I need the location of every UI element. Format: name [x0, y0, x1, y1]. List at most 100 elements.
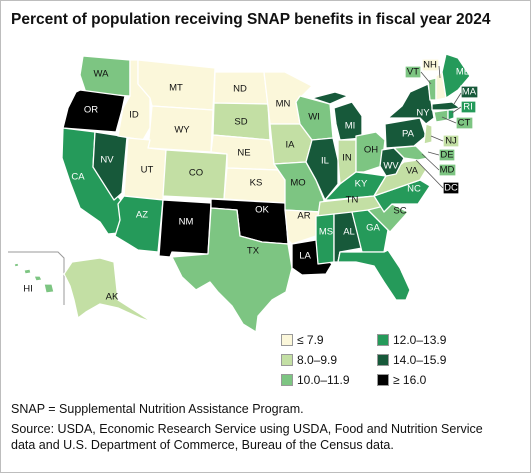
state-label-ND: ND — [233, 84, 247, 95]
state-AK — [63, 257, 153, 323]
map-legend: ≤ 7.9 8.0–9.9 10.0–11.9 12.0–13.9 14.0–1… — [281, 333, 481, 393]
state-label-OR: OR — [84, 105, 98, 116]
state-label-LA: LA — [299, 251, 311, 262]
state-label-GA: GA — [366, 223, 380, 234]
footnote-source-1: Source: USDA, Economic Research Service … — [11, 422, 483, 436]
state-label-HI: HI — [23, 284, 33, 295]
state-label-ME: ME — [456, 67, 470, 78]
state-label-MT: MT — [169, 83, 183, 94]
state-label-DC: DC — [444, 183, 458, 194]
legend-label: 10.0–11.9 — [297, 373, 350, 387]
state-label-OK: OK — [255, 205, 269, 216]
state-label-IL: IL — [321, 156, 329, 167]
map-title: Percent of population receiving SNAP ben… — [11, 11, 491, 28]
state-RI — [447, 109, 455, 121]
state-label-MS: MS — [319, 227, 333, 238]
legend-item: 8.0–9.9 — [281, 353, 337, 367]
footnote-abbrev: SNAP = Supplemental Nutrition Assistance… — [11, 402, 304, 416]
state-AR — [284, 209, 321, 245]
state-FL — [337, 249, 411, 301]
legend-item: 12.0–13.9 — [377, 333, 446, 347]
state-label-TX: TX — [247, 246, 260, 257]
state-label-TN: TN — [346, 195, 359, 206]
legend-label: 12.0–13.9 — [393, 333, 447, 347]
callout-leaders — [415, 65, 462, 189]
state-label-KY: KY — [355, 179, 368, 190]
legend-item: ≤ 7.9 — [281, 333, 324, 347]
legend-label: 8.0–9.9 — [297, 353, 338, 367]
state-label-MD: MD — [440, 165, 455, 176]
state-WY — [147, 105, 214, 153]
state-label-PA: PA — [402, 129, 415, 140]
state-label-NC: NC — [407, 184, 421, 195]
state-MA — [431, 101, 461, 111]
state-label-CO: CO — [189, 168, 203, 179]
state-KY — [324, 171, 387, 201]
legend-swatch — [377, 354, 389, 366]
state-label-WY: WY — [174, 125, 190, 136]
state-label-WV: WV — [383, 161, 399, 172]
state-ME — [441, 53, 471, 99]
state-label-MA: MA — [462, 87, 477, 98]
legend-swatch — [377, 334, 389, 346]
state-label-NM: NM — [179, 217, 194, 228]
callout-box-NH — [421, 58, 440, 72]
state-label-NV: NV — [100, 155, 114, 166]
legend-item: ≥ 16.0 — [377, 373, 426, 387]
state-label-MO: MO — [290, 178, 305, 189]
state-PA — [384, 117, 427, 149]
state-GA — [351, 209, 389, 253]
state-label-IA: IA — [286, 140, 296, 151]
legend-item: 10.0–11.9 — [281, 373, 350, 387]
legend-swatch — [377, 374, 389, 386]
legend-item: 14.0–15.9 — [377, 353, 446, 367]
state-label-VA: VA — [406, 166, 419, 177]
state-MS — [315, 213, 335, 265]
state-label-VT: VT — [407, 67, 419, 78]
state-label-WA: WA — [94, 69, 110, 80]
state-label-OH: OH — [364, 145, 378, 156]
footnote-source-2: data and U.S. Department of Commerce, Bu… — [11, 438, 394, 452]
state-label-AZ: AZ — [136, 210, 148, 221]
state-NY — [387, 83, 435, 125]
state-label-AK: AK — [106, 292, 119, 303]
state-label-CA: CA — [71, 172, 85, 183]
state-label-RI: RI — [463, 102, 473, 113]
state-label-SC: SC — [393, 206, 406, 217]
state-label-NJ: NJ — [445, 136, 457, 147]
state-label-KS: KS — [250, 178, 263, 189]
legend-label: ≥ 16.0 — [393, 373, 427, 387]
state-MD — [393, 145, 429, 161]
state-label-AL: AL — [343, 227, 355, 238]
legend-swatch — [281, 374, 293, 386]
callout-box-MA — [460, 85, 479, 99]
state-label-NY: NY — [416, 108, 430, 119]
state-HI — [13, 262, 55, 294]
state-label-FL: FL — [400, 265, 411, 276]
state-label-MN: MN — [276, 99, 291, 110]
inset-divider — [8, 251, 65, 305]
state-label-SD: SD — [234, 117, 247, 128]
state-IL — [305, 137, 339, 201]
legend-swatch — [281, 334, 293, 346]
state-label-ID: ID — [129, 110, 139, 121]
legend-swatch — [281, 354, 293, 366]
state-label-IN: IN — [342, 153, 352, 164]
legend-label: 14.0–15.9 — [393, 353, 447, 367]
state-label-UT: UT — [141, 165, 154, 176]
state-label-MI: MI — [345, 121, 356, 132]
state-label-CT: CT — [458, 118, 471, 129]
state-AZ — [114, 195, 164, 253]
state-CT — [433, 109, 449, 123]
state-TX — [171, 207, 293, 333]
state-OR — [62, 89, 126, 133]
legend-label: ≤ 7.9 — [297, 333, 324, 347]
state-label-DE: DE — [440, 150, 453, 161]
state-NM — [158, 199, 212, 258]
state-label-NE: NE — [237, 148, 250, 159]
state-label-WI: WI — [308, 112, 320, 123]
state-label-AR: AR — [297, 211, 310, 222]
state-NJ — [423, 123, 433, 145]
state-label-NH: NH — [423, 60, 437, 71]
